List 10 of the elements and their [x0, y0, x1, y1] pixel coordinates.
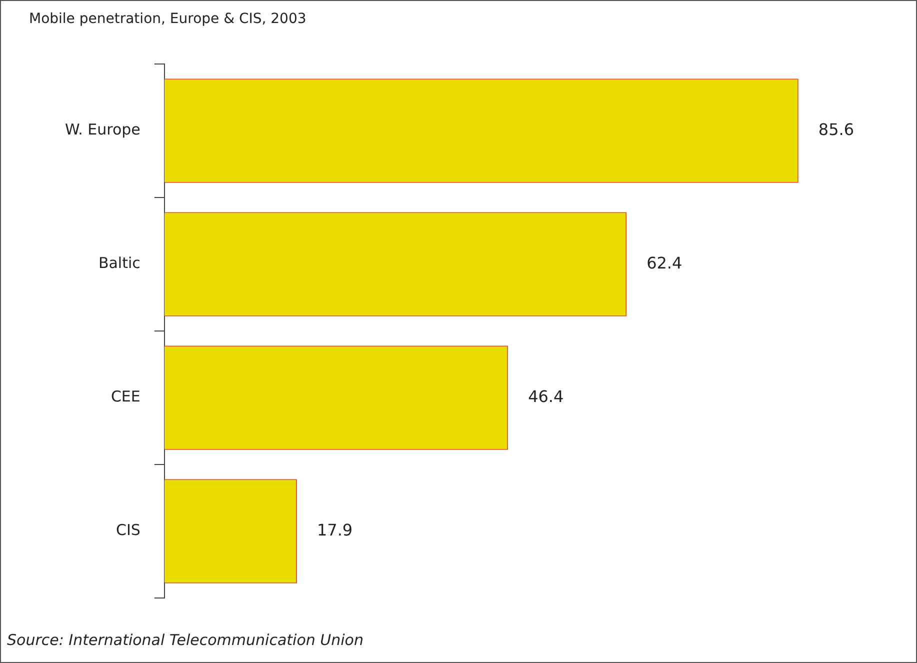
data-label: 46.4	[528, 386, 564, 406]
source-note: Source: International Telecommunication Union	[7, 631, 364, 649]
y-tick-label: W. Europe	[64, 120, 140, 139]
chart-title: Mobile penetration, Europe & CIS, 2003	[29, 11, 306, 27]
data-label: 85.6	[818, 120, 854, 139]
y-tick-label: Baltic	[98, 254, 140, 272]
y-tick-label: CIS	[116, 521, 140, 540]
data-label: 17.9	[316, 520, 353, 540]
data-label: 62.4	[646, 253, 682, 272]
y-tick-label: CEE	[110, 388, 140, 406]
